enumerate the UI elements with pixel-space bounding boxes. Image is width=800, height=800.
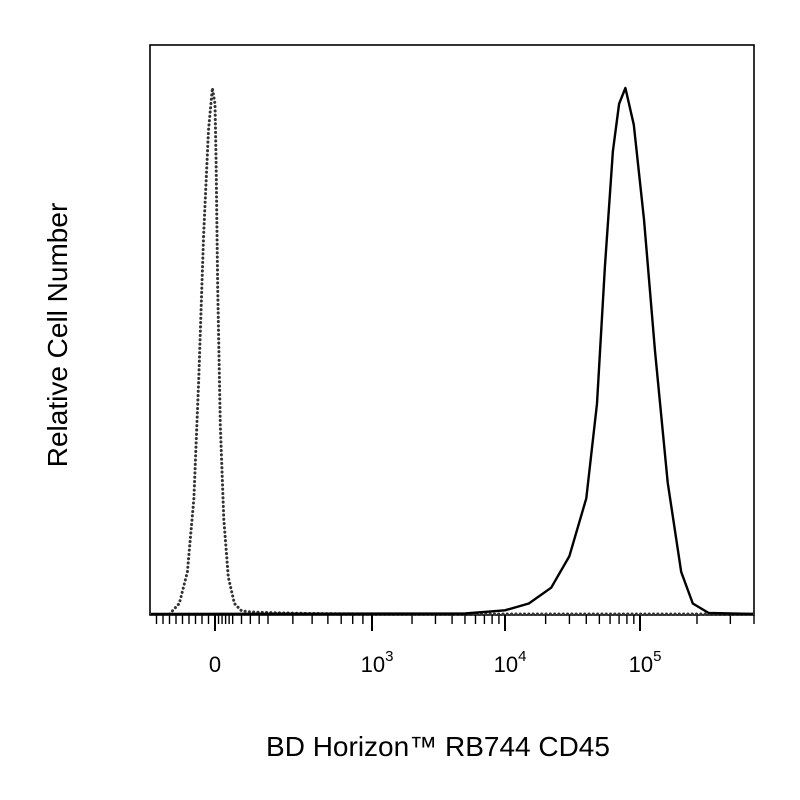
isotype-control-curve bbox=[168, 86, 755, 616]
cd45-stained-curve bbox=[150, 86, 754, 616]
x-major-ticks bbox=[214, 615, 641, 631]
plot-frame bbox=[149, 44, 755, 616]
x-axis-title: BD Horizon™ RB744 CD45 bbox=[266, 731, 610, 762]
x-tick-label: 103 bbox=[361, 648, 394, 677]
x-tick-labels: 0 103 104 105 bbox=[209, 648, 662, 677]
series-layer bbox=[150, 86, 755, 616]
y-axis-title: Relative Cell Number bbox=[42, 203, 73, 468]
x-minor-ticks bbox=[155, 615, 755, 624]
x-tick-label: 0 bbox=[209, 652, 221, 677]
x-tick-label: 104 bbox=[494, 648, 527, 677]
x-tick-label: 105 bbox=[629, 648, 662, 677]
